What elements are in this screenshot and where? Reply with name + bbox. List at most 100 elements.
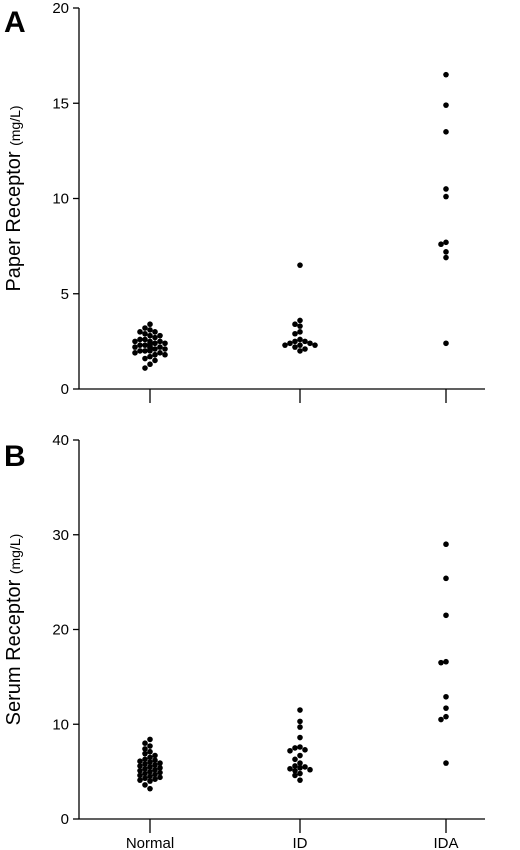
data-point-normal [152, 357, 158, 364]
data-point-normal [157, 769, 163, 776]
data-point-ida [443, 760, 449, 766]
x-category-label: ID [293, 835, 308, 850]
data-point-normal [157, 350, 163, 356]
data-point-id [287, 340, 293, 347]
data-point-id [297, 262, 303, 268]
data-point-normal [132, 344, 138, 350]
data-point-id [297, 777, 303, 783]
data-point-normal [147, 353, 153, 360]
data-point-normal [152, 776, 158, 783]
data-point-ida [443, 658, 449, 665]
data-point-id [297, 752, 303, 759]
data-point-normal [147, 754, 153, 761]
data-point-normal [137, 777, 143, 783]
data-point-id [312, 342, 318, 348]
data-point-normal [137, 329, 143, 335]
y-tick-label: 15 [52, 95, 69, 112]
data-point-ida [443, 693, 449, 700]
data-point-normal [162, 346, 168, 352]
data-point-normal [142, 750, 148, 757]
data-point-id [297, 323, 303, 329]
data-point-normal [137, 772, 143, 779]
data-point-id [297, 348, 303, 354]
data-point-id [297, 718, 303, 725]
data-point-id [287, 747, 293, 754]
data-point-normal [147, 736, 153, 743]
data-point-ida [443, 102, 449, 108]
data-point-id [292, 338, 298, 345]
data-point-id [292, 321, 298, 328]
data-point-normal [137, 763, 143, 769]
data-point-normal [142, 348, 148, 354]
data-point-normal [152, 346, 158, 352]
data-point-normal [137, 348, 143, 354]
data-point-ida [443, 239, 449, 246]
data-point-normal [142, 325, 148, 331]
data-point-normal [152, 329, 158, 335]
data-point-id [297, 724, 303, 730]
y-tick-label: 0 [61, 811, 69, 828]
data-point-id [297, 760, 303, 766]
data-point-normal [147, 332, 153, 339]
data-point-normal [147, 768, 153, 775]
data-point-normal [142, 775, 148, 782]
x-category-label: IDA [433, 835, 458, 850]
data-point-ida [443, 340, 449, 347]
data-point-normal [152, 752, 158, 759]
data-point-normal [147, 361, 153, 368]
data-point-id [297, 744, 303, 750]
data-point-ida [443, 612, 449, 619]
data-point-id [302, 338, 308, 345]
panel-letter: A [4, 6, 26, 39]
data-point-normal [142, 355, 148, 362]
data-point-normal [152, 351, 158, 358]
data-point-ida [443, 71, 449, 78]
data-point-ida [443, 254, 449, 261]
data-point-ida [438, 716, 444, 723]
y-tick-label: 0 [61, 381, 69, 398]
data-point-id [292, 772, 298, 779]
data-point-normal [137, 336, 143, 343]
panel-letter: B [4, 440, 26, 473]
data-point-normal [132, 338, 138, 345]
data-point-normal [142, 740, 148, 746]
data-point-ida [438, 659, 444, 666]
data-point-normal [142, 770, 148, 777]
data-point-id [292, 763, 298, 769]
data-point-ida [438, 241, 444, 248]
x-category-label: Normal [126, 835, 174, 850]
data-point-normal [142, 761, 148, 767]
panel-b: B 0 10 20 30 40 Normal ID IDA Serum Receptor (mg/… [3, 432, 485, 850]
data-point-normal [147, 321, 153, 328]
y-tick-label: 30 [52, 527, 69, 544]
data-point-id [297, 317, 303, 324]
y-axis-label: Serum Receptor (mg/L) [3, 534, 25, 726]
data-point-normal [147, 785, 153, 792]
data-point-normal [152, 757, 158, 764]
data-point-normal [157, 338, 163, 345]
y-tick-label: 10 [52, 191, 69, 208]
data-point-id [282, 342, 288, 348]
data-point-id [302, 764, 308, 770]
data-point-normal [142, 782, 148, 788]
panel-a: A 0 5 10 15 20 Paper Receptor (mg/L) [3, 0, 485, 403]
data-point-normal [157, 760, 163, 766]
data-point-ida [443, 129, 449, 135]
data-point-normal [152, 762, 158, 768]
data-point-normal [142, 336, 148, 343]
data-point-id [297, 770, 303, 777]
data-point-normal [157, 332, 163, 339]
y-tick-label: 40 [52, 432, 69, 449]
data-point-id [297, 707, 303, 713]
data-point-normal [152, 340, 158, 347]
data-point-normal [142, 756, 148, 763]
data-point-normal [147, 748, 153, 755]
y-tick-label: 20 [52, 0, 69, 17]
data-point-id [297, 342, 303, 348]
data-point-ida [443, 705, 449, 711]
data-point-id [292, 745, 298, 751]
data-point-normal [157, 774, 163, 781]
data-point-ida [443, 713, 449, 720]
data-point-ida [443, 193, 449, 200]
